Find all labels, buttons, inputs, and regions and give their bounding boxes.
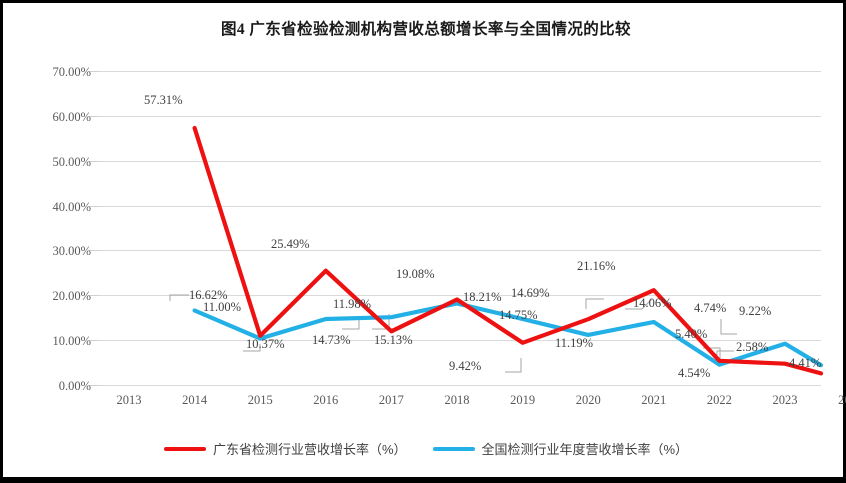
- data-label-blue-2014: 16.62%: [189, 288, 228, 302]
- ytick-mark-70: [89, 71, 99, 72]
- ytick-mark-0: [89, 385, 99, 386]
- ytick-mark-40: [89, 205, 99, 207]
- data-label-red-2024: 2.58%: [736, 340, 769, 354]
- x-axis-label-2020: 2020: [575, 393, 601, 407]
- series-canvas: [169, 125, 824, 376]
- x-axis-label-2019: 2019: [510, 393, 536, 407]
- y-axis-label-30: 30.00%: [52, 244, 91, 258]
- data-label-blue-2019: 14.75%: [499, 308, 538, 322]
- chart-title: 图4 广东省检验检测机构营收总额增长率与全国情况的比较: [221, 21, 631, 38]
- data-label-red-2017: 11.98%: [333, 297, 372, 311]
- x-axis-label-2018: 2018: [444, 393, 470, 407]
- y-axis-label-70: 70.00%: [52, 65, 91, 79]
- ytick-mark-30: [89, 250, 99, 252]
- data-label-blue-2020: 11.19%: [555, 336, 594, 350]
- data-label-blue-2021: 14.06%: [633, 296, 672, 310]
- data-label-blue-2015: 10.37%: [246, 337, 285, 351]
- x-axis-label-2016: 2016: [313, 393, 339, 407]
- y-axis-label-20: 20.00%: [52, 289, 91, 303]
- ytick-mark-20: [89, 295, 99, 297]
- gridline-70: [99, 71, 821, 72]
- chart-legend: 广东省检测行业营收增长率（%） 全国检测行业年度营收增长率（%）: [3, 439, 846, 458]
- x-axis-label-2015: 2015: [247, 393, 273, 407]
- data-label-red-2022: 5.40%: [675, 327, 708, 341]
- x-axis-label-2014: 2014: [182, 393, 208, 407]
- data-label-red-2023: 4.74%: [694, 301, 727, 315]
- ytick-mark-60: [89, 115, 99, 117]
- data-label-blue-2024: 4.41%: [789, 356, 822, 370]
- y-axis-label-10: 10.00%: [52, 334, 91, 348]
- data-label-blue-2023: 9.22%: [739, 304, 772, 318]
- data-label-blue-2017: 15.13%: [374, 333, 413, 347]
- gridline-60: [99, 115, 821, 117]
- ytick-mark-50: [89, 160, 99, 162]
- legend-item-guangdong[interactable]: 广东省检测行业营收增长率（%）: [163, 439, 407, 458]
- ytick-mark-10: [89, 340, 99, 342]
- gridline-0: [99, 385, 821, 386]
- data-label-red-2019: 9.42%: [449, 359, 482, 373]
- x-axis-label-2022: 2022: [706, 393, 732, 407]
- plot-area: [89, 71, 821, 386]
- x-axis-label-2021: 2021: [641, 393, 667, 407]
- gridline-10: [99, 340, 821, 342]
- x-axis-label-2023: 2023: [772, 393, 798, 407]
- y-axis-label-50: 50.00%: [52, 155, 91, 169]
- gridline-20: [99, 295, 821, 297]
- legend-label-national: 全国检测行业年度营收增长率（%）: [481, 442, 689, 457]
- data-label-red-2018: 19.08%: [396, 267, 435, 281]
- data-label-red-2021: 21.16%: [577, 259, 616, 273]
- series-line-national: [192, 301, 824, 368]
- gridline-50: [99, 160, 821, 162]
- data-label-red-2016: 25.49%: [271, 237, 310, 251]
- data-label-blue-2022: 4.54%: [678, 366, 711, 380]
- y-axis-label-0: 0.00%: [58, 379, 91, 393]
- gridline-30: [99, 250, 821, 252]
- x-axis-label-2013: 2013: [116, 393, 142, 407]
- data-label-red-2014: 57.31%: [144, 93, 183, 107]
- data-label-red-2015: 11.00%: [203, 300, 242, 314]
- series-line-guangdong: [192, 125, 824, 376]
- data-label-red-2020: 14.69%: [511, 286, 550, 300]
- x-axis-label-2024: 2024: [838, 393, 846, 407]
- gridline-40: [99, 205, 821, 207]
- data-label-blue-2016: 14.73%: [312, 333, 351, 347]
- legend-item-national[interactable]: 全国检测行业年度营收增长率（%）: [432, 439, 689, 458]
- legend-label-guangdong: 广东省检测行业营收增长率（%）: [212, 442, 407, 457]
- data-label-blue-2018: 18.21%: [463, 290, 502, 304]
- y-axis-label-40: 40.00%: [52, 200, 91, 214]
- legend-swatch-guangdong: [163, 446, 206, 451]
- y-axis-label-60: 60.00%: [52, 110, 91, 124]
- legend-swatch-national: [432, 446, 475, 451]
- x-axis-label-2017: 2017: [378, 393, 404, 407]
